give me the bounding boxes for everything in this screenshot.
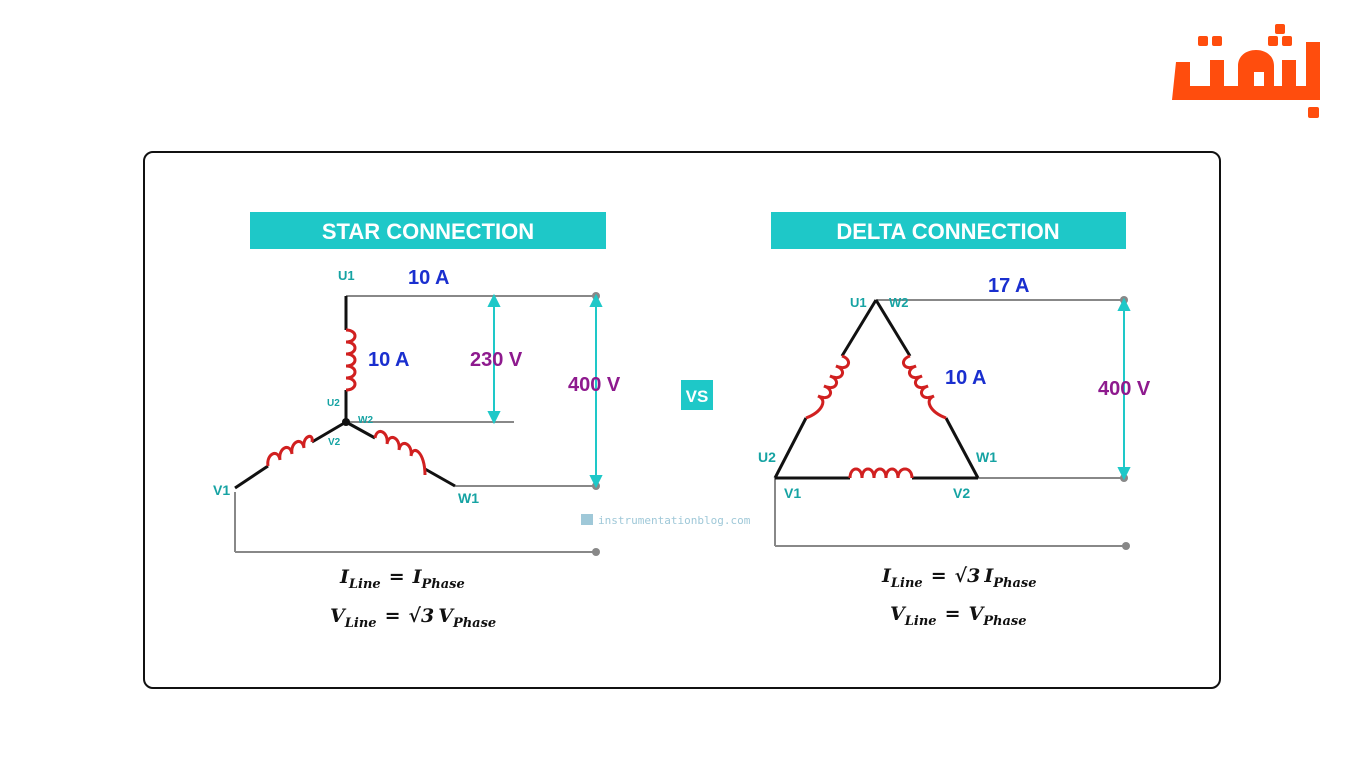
star-phase-voltage: 230 V [470,349,523,371]
delta-phase-current: 10 A [945,367,987,389]
star-line-voltage: 400 V [568,374,621,396]
delta-coil-left [805,354,850,420]
star-phase-current: 10 A [368,349,410,371]
star-voltage-formula: VLine = √3 VPhase [330,605,496,631]
watermark-icon [581,514,593,525]
watermark: instrumentationblog.com [598,514,751,527]
star-coil-v [266,434,314,467]
delta-terminal-v1: V1 [784,485,801,501]
star-terminal-w1: W1 [458,490,479,506]
delta-terminal-u1: U1 [850,295,867,310]
delta-title: DELTA CONNECTION [836,219,1059,244]
delta-terminal-v2: V2 [953,485,970,501]
delta-terminal-w1: W1 [976,449,997,465]
delta-coil-right [902,354,947,420]
star-title-banner [250,212,606,249]
brand-logo [1172,24,1320,118]
star-terminal-v1: V1 [213,482,230,498]
delta-line-voltage: 400 V [1098,378,1151,400]
star-current-formula: ILine = IPhase [339,566,465,592]
delta-coil-bottom [848,467,914,479]
star-coil-w [373,430,427,476]
vs-label: VS [686,387,709,406]
delta-current-formula: ILine = √3 IPhase [881,565,1036,591]
star-terminal-v2: V2 [328,437,341,448]
delta-voltage-formula: VLine = VPhase [890,603,1026,629]
delta-line-current: 17 A [988,275,1030,297]
delta-title-banner [771,212,1126,249]
star-terminal-w2: W2 [358,415,373,426]
star-line-current: 10 A [408,267,450,289]
star-title: STAR CONNECTION [322,219,534,244]
star-coil-u [345,328,357,392]
vs-badge [681,380,713,410]
delta-terminal-w2: W2 [889,295,909,310]
star-terminal-u1: U1 [338,268,355,283]
delta-terminal-u2: U2 [758,449,776,465]
star-terminal-u2: U2 [327,398,340,409]
